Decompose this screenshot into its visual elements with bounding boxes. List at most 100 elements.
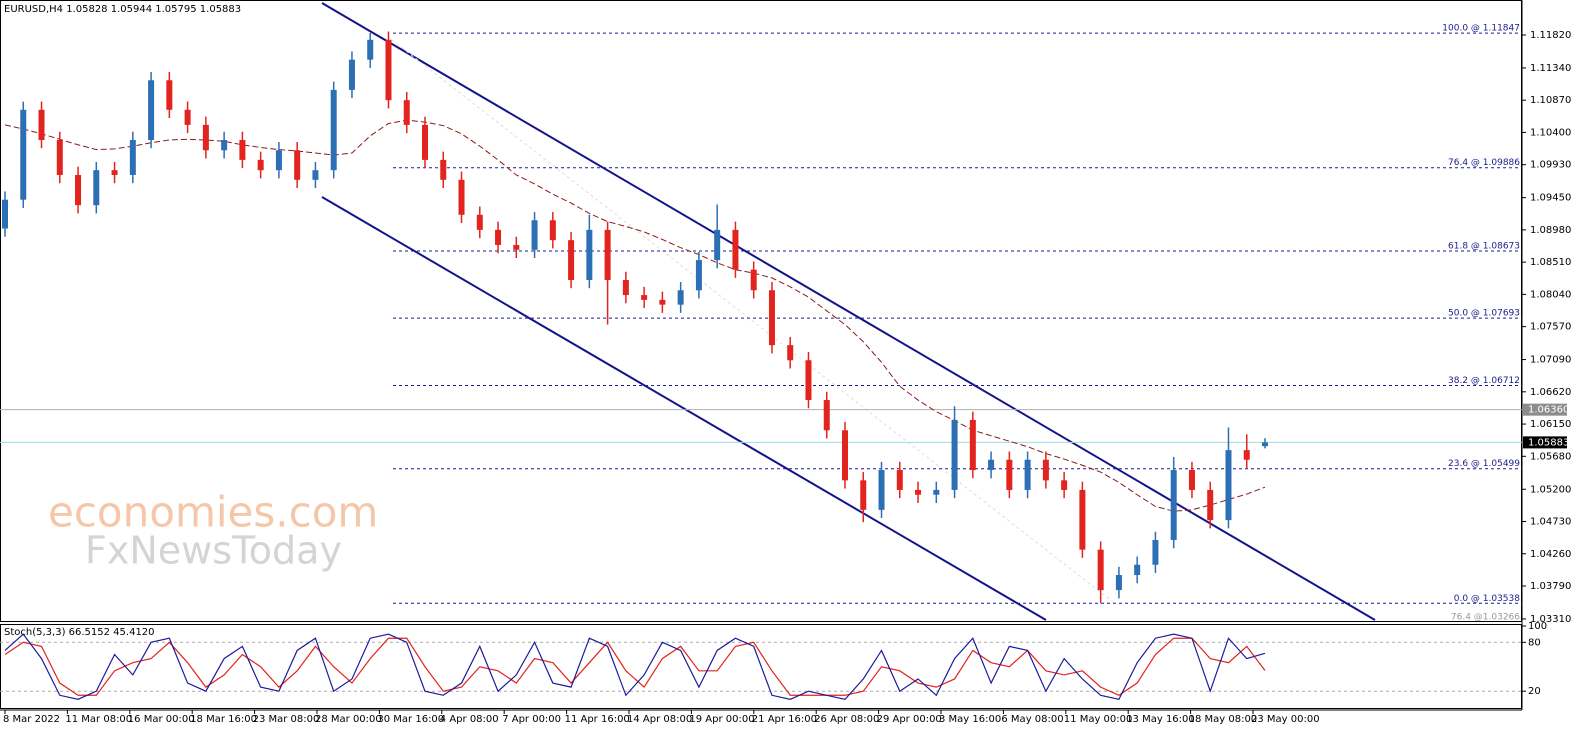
time-label: 19 Apr 00:00 — [689, 714, 754, 725]
candle-body — [93, 170, 100, 206]
candle-body — [568, 240, 575, 280]
candle-body — [915, 489, 922, 495]
candle-body — [805, 360, 812, 401]
candle-body — [622, 279, 629, 296]
candle-body — [312, 170, 319, 180]
y-tick-label: 1.10870 — [1530, 95, 1571, 106]
price-marker-box — [1523, 403, 1567, 416]
candle-body — [860, 480, 867, 510]
y-tick-label: 1.03310 — [1530, 614, 1571, 625]
candle-body — [714, 229, 721, 261]
y-tick-label: 1.06150 — [1530, 419, 1571, 430]
y-tick-label: 1.09930 — [1530, 160, 1571, 171]
fib-label: 76.4 @ 1.09886 — [1448, 158, 1520, 168]
y-tick-label: 1.04260 — [1530, 549, 1571, 560]
candle-body — [330, 89, 337, 171]
candle-body — [20, 109, 27, 200]
candle-body — [75, 174, 82, 206]
fib-trend-line — [391, 39, 1114, 603]
y-tick-label: 1.07570 — [1530, 322, 1571, 333]
fib-label: 100.0 @ 1.11847 — [1442, 24, 1520, 34]
time-label: 23 May 00:00 — [1251, 714, 1320, 725]
candle-body — [1006, 459, 1013, 490]
y-tick-label: 1.09450 — [1530, 193, 1571, 204]
candle-body — [1188, 470, 1195, 490]
candle-body — [148, 80, 155, 140]
time-label: 26 Apr 08:00 — [814, 714, 879, 725]
candle-body — [1042, 459, 1049, 481]
y-tick-label: 1.07090 — [1530, 355, 1571, 366]
stoch-y-tick-label: 80 — [1528, 637, 1541, 648]
watermark: economies.com FxNewsToday — [48, 488, 378, 573]
candle-body — [933, 489, 940, 495]
time-label: 4 Apr 08:00 — [440, 714, 499, 725]
chart-title: EURUSD,H4 1.05828 1.05944 1.05795 1.0588… — [4, 4, 241, 15]
candle-body — [1152, 540, 1159, 565]
candle-body — [787, 345, 794, 361]
candle-body — [513, 244, 520, 250]
candle-body — [38, 109, 45, 140]
candle-body — [166, 80, 173, 110]
y-tick-label: 1.10400 — [1530, 127, 1571, 138]
candle-body — [531, 220, 538, 250]
candle-body — [367, 39, 374, 60]
time-label: 30 Mar 16:00 — [377, 714, 444, 725]
y-tick-label: 1.08980 — [1530, 225, 1571, 236]
candle-body — [202, 124, 209, 151]
candle-body — [896, 470, 903, 490]
fib-label: 50.0 @ 1.07693 — [1448, 309, 1520, 319]
fib-label: 0.0 @ 1.03538 — [1454, 594, 1521, 604]
candle-body — [969, 419, 976, 471]
y-tick-label: 1.06620 — [1530, 387, 1571, 398]
candle-body — [403, 100, 410, 125]
time-label: 29 Apr 00:00 — [877, 714, 942, 725]
candle-body — [586, 229, 593, 280]
candle-body — [1097, 549, 1104, 591]
y-tick-label: 1.05680 — [1530, 451, 1571, 462]
candle-body — [641, 295, 648, 300]
candle-body — [604, 229, 611, 280]
candle-body — [677, 290, 684, 305]
moving-average — [4, 119, 1266, 512]
stoch-y-tick-label: 20 — [1528, 686, 1541, 697]
time-label: 14 Apr 08:00 — [627, 714, 692, 725]
candle-body — [348, 59, 355, 90]
candle-body — [878, 470, 885, 510]
time-label: 11 May 00:00 — [1064, 714, 1133, 725]
candle-body — [823, 400, 830, 431]
candle-body — [129, 139, 136, 175]
time-label: 28 Mar 00:00 — [315, 714, 382, 725]
stoch-main-line — [4, 633, 1266, 701]
y-tick-label: 1.11340 — [1530, 63, 1571, 74]
candle-body — [1079, 489, 1086, 550]
candle-body — [988, 459, 995, 471]
y-tick-label: 1.05200 — [1530, 484, 1571, 495]
price-marker-label: 1.06360 — [1528, 405, 1569, 416]
candle-body — [695, 260, 702, 291]
watermark-economies: economies.com — [48, 488, 378, 537]
candle-body — [257, 159, 264, 171]
candle-body — [1243, 450, 1250, 460]
candle-body — [111, 170, 118, 175]
fib-label: 23.6 @ 1.05499 — [1448, 459, 1520, 469]
candle-body — [275, 150, 282, 171]
time-label: 7 Apr 00:00 — [502, 714, 561, 725]
candle-body — [951, 419, 958, 490]
fib-label: 76.4 @1.03266 — [1451, 612, 1520, 622]
candle-body — [422, 124, 428, 160]
candle-body — [495, 229, 502, 245]
candle-body — [476, 214, 483, 230]
candle-body — [549, 220, 556, 241]
candle-body — [2, 199, 8, 229]
time-label: 21 Apr 16:00 — [752, 714, 817, 725]
candle-body — [221, 139, 228, 151]
watermark-fxnewstoday: FxNewsToday — [85, 529, 342, 573]
candle-body — [56, 139, 63, 175]
candle-body — [1115, 575, 1122, 591]
time-label: 8 Mar 2022 — [3, 714, 60, 725]
time-label: 11 Mar 08:00 — [65, 714, 132, 725]
price-marker-box — [1523, 436, 1567, 449]
candle-body — [385, 39, 392, 101]
stoch-title: Stoch(5,3,3) 66.5152 45.4120 — [4, 627, 155, 638]
